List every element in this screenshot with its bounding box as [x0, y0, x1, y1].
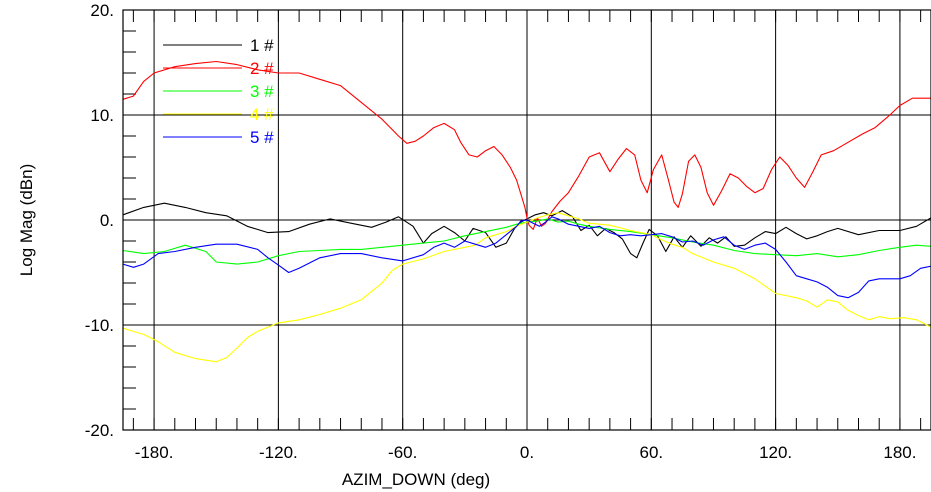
x-tick-label: 0.	[520, 443, 534, 462]
legend-label-2: 2 #	[250, 59, 274, 78]
x-tick-label: -120.	[259, 443, 298, 462]
series-5-line	[122, 216, 931, 299]
minor-ticks	[123, 9, 922, 431]
series-2-line	[122, 60, 931, 230]
y-axis-label: Log Mag (dBn)	[17, 164, 36, 276]
series-4-line	[122, 212, 931, 363]
y-tick-labels: -20. -10. 0. 10. 20.	[85, 1, 114, 440]
x-tick-label: 60.	[639, 443, 663, 462]
x-axis-label: AZIM_DOWN (deg)	[342, 470, 490, 489]
y-tick-label: 0.	[100, 211, 114, 230]
legend-label-5: 5 #	[250, 128, 274, 147]
series-3-line	[122, 218, 931, 265]
legend-label-3: 3 #	[250, 82, 274, 101]
y-tick-label: 20.	[90, 1, 114, 20]
legend-label-1: 1 #	[250, 36, 274, 55]
x-tick-label: -180.	[135, 443, 174, 462]
x-tick-label: -60.	[388, 443, 417, 462]
series-layer	[122, 60, 931, 363]
x-tick-labels: -180. -120. -60. 0. 60. 120. 180.	[135, 443, 917, 462]
legend: 1 # 2 # 3 # 4 # 5 #	[163, 36, 274, 147]
x-tick-label: 120.	[759, 443, 792, 462]
y-tick-label: 10.	[90, 106, 114, 125]
x-tick-label: 180.	[883, 443, 916, 462]
plot-frame	[122, 9, 931, 431]
y-tick-label: -10.	[85, 316, 114, 335]
y-tick-label: -20.	[85, 421, 114, 440]
legend-label-4: 4 #	[250, 105, 274, 124]
